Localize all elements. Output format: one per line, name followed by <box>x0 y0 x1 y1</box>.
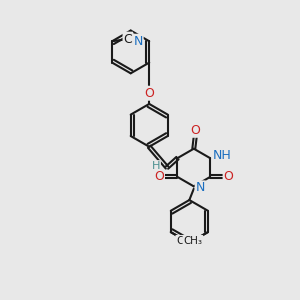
Text: CH₃: CH₃ <box>176 236 195 246</box>
Text: O: O <box>190 124 200 137</box>
Text: O: O <box>154 170 164 184</box>
Text: O: O <box>144 87 154 100</box>
Text: N: N <box>133 35 143 48</box>
Text: NH: NH <box>213 149 232 162</box>
Text: O: O <box>224 170 233 184</box>
Text: H: H <box>152 161 160 171</box>
Text: N: N <box>196 182 205 194</box>
Text: C: C <box>124 33 132 46</box>
Text: CH₃: CH₃ <box>183 236 202 246</box>
